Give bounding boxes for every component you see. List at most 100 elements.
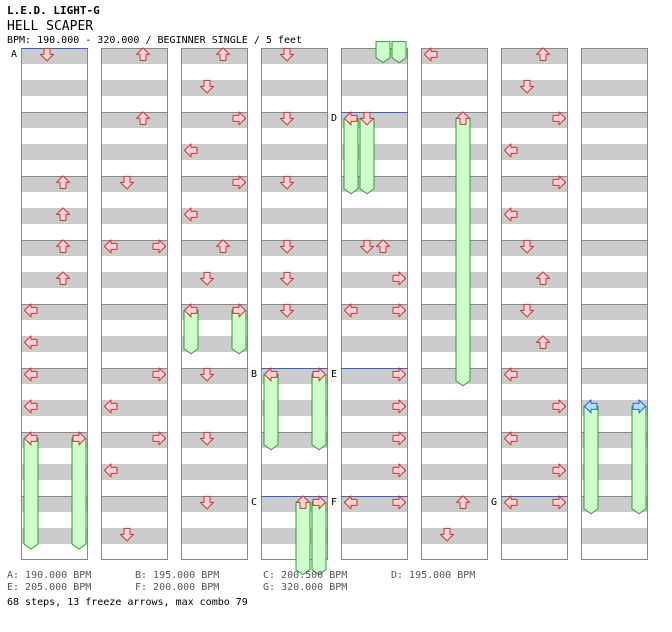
right-arrow-icon xyxy=(392,495,406,510)
column-border xyxy=(261,48,328,560)
freeze-arrow xyxy=(583,405,599,515)
beat-stripe xyxy=(21,208,88,224)
beat-stripe xyxy=(101,176,168,192)
right-arrow-icon xyxy=(392,271,406,286)
beat-stripe xyxy=(501,496,568,512)
down-arrow-icon xyxy=(40,47,54,62)
beat-stripe xyxy=(421,368,488,384)
bpm-marker-label: G xyxy=(491,497,497,508)
beat-stripe xyxy=(21,48,88,64)
freeze-arrow xyxy=(391,41,407,64)
down-arrow-icon xyxy=(280,175,294,190)
beat-stripe xyxy=(421,272,488,288)
up-arrow-icon xyxy=(56,271,70,285)
down-arrow-icon xyxy=(280,271,294,286)
left-arrow-icon xyxy=(184,207,198,222)
left-arrow-icon xyxy=(24,335,38,350)
beat-stripe xyxy=(421,112,488,128)
beat-stripe xyxy=(181,400,248,416)
up-arrow-icon xyxy=(536,335,550,349)
freeze-arrow xyxy=(71,437,87,550)
beat-stripe xyxy=(261,48,328,64)
up-arrow-icon xyxy=(536,47,550,61)
down-arrow-icon xyxy=(280,303,294,318)
beat-stripe xyxy=(421,144,488,160)
beat-stripe xyxy=(181,240,248,256)
down-arrow-icon xyxy=(200,495,214,510)
up-arrow-icon xyxy=(136,47,150,61)
up-arrow-icon xyxy=(216,239,230,253)
beat-stripe xyxy=(181,464,248,480)
right-arrow-icon xyxy=(312,495,326,510)
left-arrow-icon xyxy=(104,463,118,478)
up-arrow-icon xyxy=(136,111,150,125)
beat-stripe xyxy=(181,528,248,544)
beat-stripe xyxy=(21,400,88,416)
beat-stripe xyxy=(581,48,648,64)
beat-stripe xyxy=(21,272,88,288)
beat-stripe xyxy=(581,528,648,544)
right-arrow-icon xyxy=(552,175,566,190)
beat-stripe xyxy=(421,208,488,224)
left-arrow-icon xyxy=(504,143,518,158)
beat-stripe xyxy=(341,208,408,224)
beat-stripe xyxy=(421,304,488,320)
beat-stripe xyxy=(261,336,328,352)
beat-stripe xyxy=(101,432,168,448)
beat-stripe xyxy=(261,496,328,512)
beat-stripe xyxy=(501,80,568,96)
bpm-legend-f: F: 200.000 BPM xyxy=(135,582,220,593)
beat-stripe xyxy=(421,400,488,416)
beat-stripe xyxy=(101,272,168,288)
column-border xyxy=(341,48,408,560)
freeze-arrow xyxy=(295,501,311,576)
down-arrow-icon xyxy=(280,239,294,254)
down-arrow-icon xyxy=(200,367,214,382)
beat-stripe xyxy=(501,304,568,320)
beat-stripe xyxy=(501,528,568,544)
beat-stripe xyxy=(101,112,168,128)
beat-stripe xyxy=(21,304,88,320)
beat-stripe xyxy=(181,208,248,224)
bpm-legend-c: C: 200.500 BPM xyxy=(263,570,348,581)
left-arrow-icon xyxy=(584,399,598,414)
beat-stripe xyxy=(581,112,648,128)
up-arrow-icon xyxy=(456,111,470,125)
right-arrow-icon xyxy=(312,367,326,382)
beat-stripe xyxy=(341,80,408,96)
down-arrow-icon xyxy=(120,175,134,190)
beat-stripe xyxy=(261,464,328,480)
beat-stripe xyxy=(261,112,328,128)
beat-stripe xyxy=(181,80,248,96)
beat-stripe xyxy=(341,336,408,352)
song-subtitle: HELL SCAPER xyxy=(7,19,94,34)
left-arrow-icon xyxy=(24,431,38,446)
right-arrow-icon xyxy=(392,463,406,478)
right-arrow-icon xyxy=(232,111,246,126)
beat-stripe xyxy=(101,400,168,416)
beat-stripe xyxy=(261,304,328,320)
up-arrow-icon xyxy=(216,47,230,61)
right-arrow-icon xyxy=(392,367,406,382)
bpm-legend-g: G: 320.000 BPM xyxy=(263,582,348,593)
beat-stripe xyxy=(21,144,88,160)
beat-stripe xyxy=(341,368,408,384)
beat-stripe xyxy=(501,48,568,64)
left-arrow-icon xyxy=(344,303,358,318)
beat-stripe xyxy=(21,368,88,384)
freeze-arrow xyxy=(631,405,647,515)
beat-stripe xyxy=(581,144,648,160)
bpm-legend-e: E: 205.000 BPM xyxy=(7,582,92,593)
beat-stripe xyxy=(101,304,168,320)
freeze-arrow xyxy=(455,117,471,387)
chart-column xyxy=(181,48,248,560)
beat-stripe xyxy=(101,144,168,160)
down-arrow-icon xyxy=(360,111,374,126)
beat-stripe xyxy=(341,528,408,544)
freeze-arrow xyxy=(343,117,359,195)
right-arrow-icon xyxy=(152,367,166,382)
beat-stripe xyxy=(341,400,408,416)
beat-stripe xyxy=(181,48,248,64)
beat-stripe xyxy=(261,144,328,160)
beat-stripe xyxy=(21,112,88,128)
